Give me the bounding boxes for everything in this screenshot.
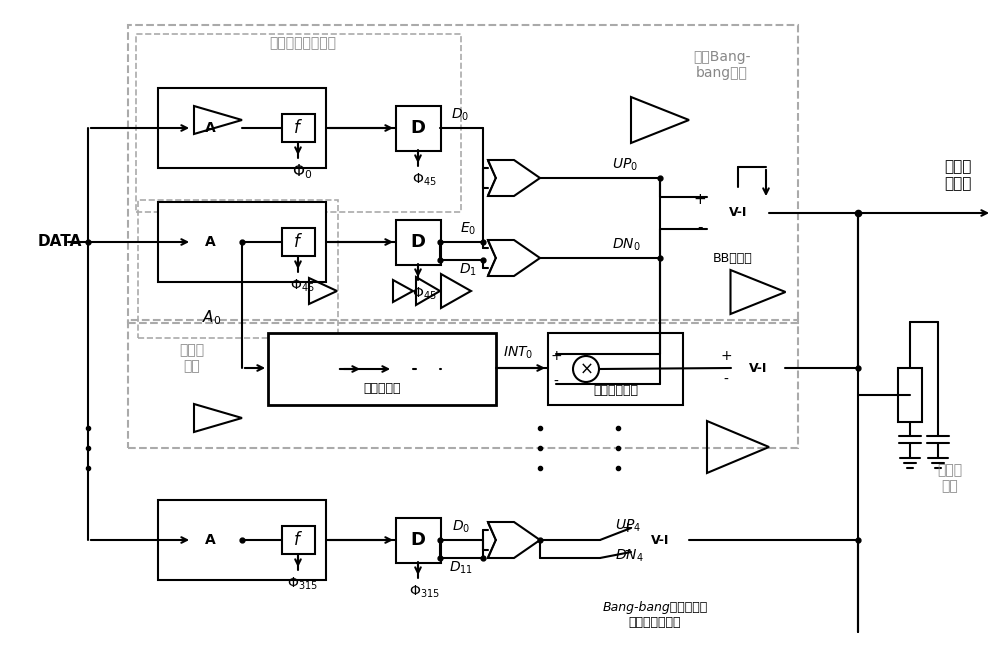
Text: $\Phi_{315}$: $\Phi_{315}$ [287,576,317,592]
Bar [158,202,326,282]
Text: V-I: V-I [651,533,669,546]
Text: $\Phi_{45}$: $\Phi_{45}$ [412,286,436,302]
Text: -: - [697,220,703,234]
Text: DATA: DATA [38,234,82,249]
Text: 到压控
振荡器: 到压控 振荡器 [944,159,972,191]
Text: $D_1$: $D_1$ [459,262,477,279]
Bar [128,25,798,323]
Bar [396,220,440,265]
Text: 传绞Bang-
bang通路: 传绞Bang- bang通路 [693,50,751,80]
Text: -: - [724,373,728,387]
Bar [282,228,314,256]
Text: D: D [411,233,426,251]
Text: $\Phi_{45}$: $\Phi_{45}$ [290,278,314,294]
Bar [128,320,798,448]
Text: $DN_4$: $DN_4$ [615,548,644,564]
Text: +: + [550,349,562,363]
Text: 环路滤
波器: 环路滤 波器 [937,463,963,493]
Bar [396,517,440,562]
Bar [282,526,314,554]
Text: $\Phi_{45}$: $\Phi_{45}$ [412,172,436,188]
Text: Bang-bang通路和线性
化通路比例调节: Bang-bang通路和线性 化通路比例调节 [602,601,708,629]
Text: $\Phi_{315}$: $\Phi_{315}$ [409,584,439,600]
Text: 延时和放大: 延时和放大 [363,383,401,395]
Bar [282,114,314,142]
Text: -: - [625,545,629,559]
Text: -: - [554,375,558,389]
Text: A: A [205,533,215,547]
Text: 线性化电荷泵: 线性化电荷泵 [593,385,638,397]
Text: +: + [621,521,633,535]
Text: +: + [720,349,732,363]
Text: $D_{11}$: $D_{11}$ [449,560,473,576]
Text: $INT_0$: $INT_0$ [503,345,533,361]
Text: $E_0$: $E_0$ [460,221,476,237]
Bar [268,333,496,405]
Bar [138,200,338,338]
Text: $DN_0$: $DN_0$ [612,237,641,253]
Bar [158,88,326,168]
Bar [548,333,683,405]
Text: A: A [205,235,215,249]
Text: 线性化
通路: 线性化 通路 [179,343,205,373]
Text: $f$: $f$ [293,233,303,251]
Text: $f$: $f$ [293,119,303,137]
Text: $A_0$: $A_0$ [202,309,222,327]
Text: $\times$: $\times$ [579,360,593,378]
Text: BB电荷泵: BB电荷泵 [713,253,753,265]
Text: A: A [205,121,215,135]
Bar [396,106,440,150]
Text: $UP_0$: $UP_0$ [612,157,638,173]
Text: $\Phi_0$: $\Phi_0$ [292,162,312,182]
Text: $D_0$: $D_0$ [451,107,469,123]
Text: D: D [411,119,426,137]
Text: V-I: V-I [729,207,747,220]
Text: 动态比较器输入级: 动态比较器输入级 [270,36,336,50]
Text: $f$: $f$ [293,531,303,549]
Bar [898,368,922,422]
Text: $D_0$: $D_0$ [452,519,470,535]
Text: V-I: V-I [749,362,767,374]
Text: +: + [694,191,706,207]
Bar [158,500,326,580]
Bar [136,34,461,212]
Text: D: D [411,531,426,549]
Text: $UP_4$: $UP_4$ [615,518,641,534]
